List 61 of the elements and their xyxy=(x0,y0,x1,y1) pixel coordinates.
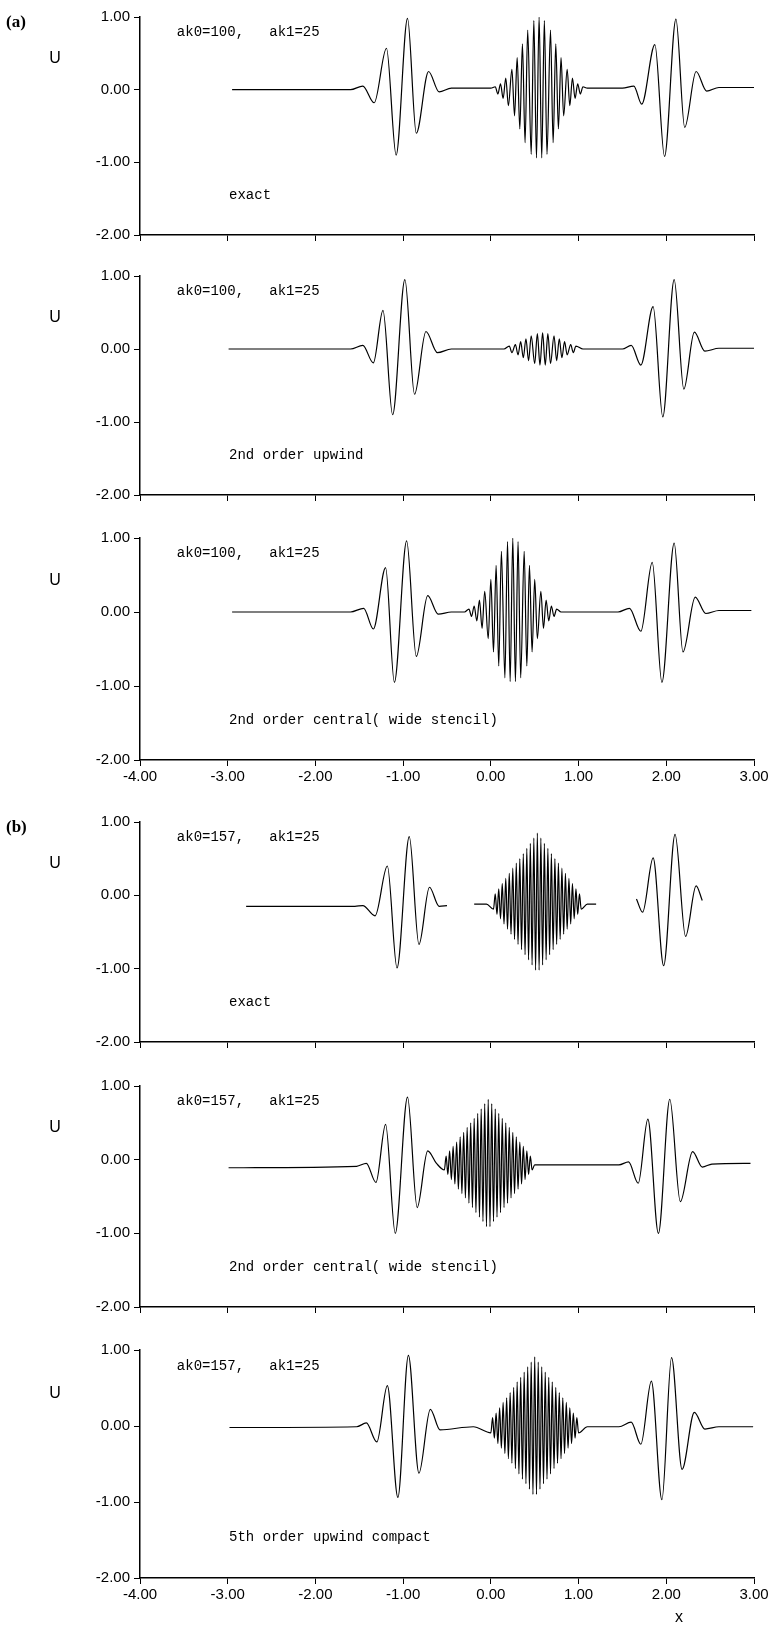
y-tick-label: -2.00 xyxy=(95,750,130,768)
y-axis-title: U xyxy=(49,48,61,66)
y-axis-title: U xyxy=(49,854,61,872)
chart-title: (a) xyxy=(6,12,26,32)
y-tick-label: -1.00 xyxy=(95,676,130,694)
y-tick-label: -1.00 xyxy=(95,1223,130,1241)
annotation: ak0=100, ak1=25 xyxy=(176,23,320,40)
annotation: 2nd order central( wide stencil) xyxy=(229,711,498,728)
y-tick-label: 1.00 xyxy=(100,7,130,25)
annotation: 2nd order central( wide stencil) xyxy=(229,1258,498,1275)
annotation: ak0=100, ak1=25 xyxy=(176,545,320,562)
y-tick-label: -1.00 xyxy=(95,1492,130,1510)
y-axis-title: U xyxy=(49,570,61,588)
x-tick-label: -4.00 xyxy=(122,1585,158,1603)
y-tick-label: 1.00 xyxy=(100,528,130,546)
x-tick-label: -1.00 xyxy=(386,767,421,785)
y-tick-label: 1.00 xyxy=(100,1076,130,1094)
y-tick-label: -2.00 xyxy=(95,1297,130,1315)
annotation: exact xyxy=(229,187,272,204)
y-tick-label: -2.00 xyxy=(95,225,130,243)
x-tick-label: 3.00 xyxy=(739,1585,769,1603)
y-tick-label: -2.00 xyxy=(95,485,130,503)
y-tick-label: 0.00 xyxy=(100,339,130,357)
y-axis-title: U xyxy=(49,1118,61,1136)
y-tick-label: 1.00 xyxy=(100,1340,130,1358)
y-axis-title: U xyxy=(49,1383,61,1401)
annotation: exact xyxy=(229,994,272,1011)
x-axis-title: x xyxy=(675,1608,683,1626)
annotation: 2nd order upwind xyxy=(229,447,364,464)
y-axis-title: U xyxy=(49,308,61,326)
x-tick-label: -4.00 xyxy=(122,767,158,785)
y-tick-label: -1.00 xyxy=(95,958,130,976)
y-tick-label: 0.00 xyxy=(100,79,130,97)
x-tick-label: 0.00 xyxy=(476,767,506,785)
x-tick-label: 1.00 xyxy=(563,1585,594,1603)
annotation: 5th order upwind compact xyxy=(229,1528,431,1545)
x-tick-label: -3.00 xyxy=(210,1585,245,1603)
y-tick-label: 0.00 xyxy=(100,1149,130,1167)
annotation: ak0=157, ak1=25 xyxy=(176,829,320,846)
annotation: ak0=157, ak1=25 xyxy=(176,1357,320,1374)
x-tick-label: 1.00 xyxy=(563,767,594,785)
x-tick-label: 3.00 xyxy=(739,767,769,785)
annotation: ak0=157, ak1=25 xyxy=(176,1093,320,1110)
y-tick-label: 1.00 xyxy=(100,266,130,284)
y-tick-label: -1.00 xyxy=(95,412,130,430)
x-tick-label: 2.00 xyxy=(651,767,681,785)
y-tick-label: -2.00 xyxy=(95,1032,130,1050)
x-tick-label: 0.00 xyxy=(476,1585,506,1603)
x-tick-label: 2.00 xyxy=(651,1585,681,1603)
y-tick-label: -1.00 xyxy=(95,152,130,170)
y-tick-label: 0.00 xyxy=(100,602,130,620)
annotation: ak0=100, ak1=25 xyxy=(176,283,320,300)
y-tick-label: 0.00 xyxy=(100,885,130,903)
x-tick-label: -2.00 xyxy=(298,767,333,785)
y-tick-label: 0.00 xyxy=(100,1416,130,1434)
x-tick-label: -1.00 xyxy=(386,1585,421,1603)
y-tick-label: 1.00 xyxy=(100,812,130,830)
x-tick-label: -3.00 xyxy=(210,767,245,785)
chart-title: (b) xyxy=(6,817,27,837)
x-tick-label: -2.00 xyxy=(298,1585,333,1603)
y-tick-label: -2.00 xyxy=(95,1568,130,1586)
